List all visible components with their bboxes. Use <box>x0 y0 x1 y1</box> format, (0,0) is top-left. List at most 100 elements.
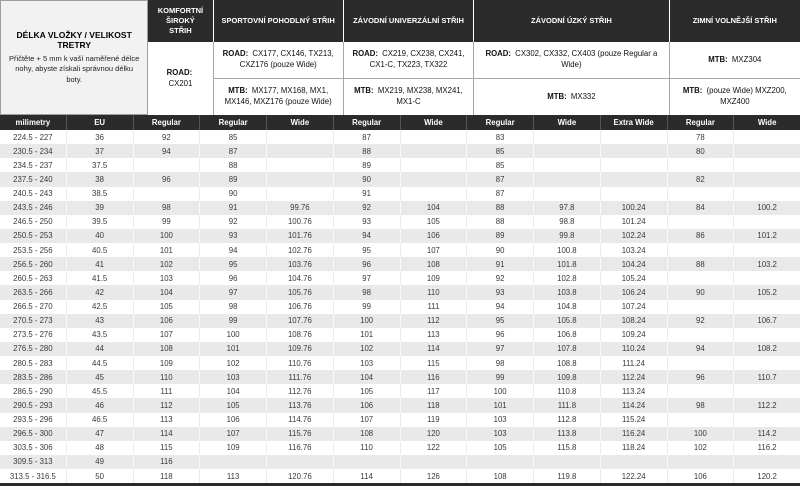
cell-width-mm: 115.24 <box>601 412 668 427</box>
table-row: 224.5 - 227 36 92 85 87 83 78 <box>0 130 800 145</box>
cell-width-mm <box>668 158 735 173</box>
cell-width-mm: 104 <box>401 200 468 215</box>
fit-groups: KOMFORTNÍ ŠIROKÝ STŘIH ROAD: CX201 SPORTOV… <box>148 0 800 115</box>
fit-group-1: SPORTOVNÍ POHODLNÝ STŘIH ROAD: CX177, CX1… <box>213 0 344 115</box>
cell-width-mm: 107.76 <box>267 313 334 328</box>
cell-width-mm: 108 <box>134 341 201 356</box>
cell-milimetry: 253.5 - 256 <box>0 243 67 258</box>
cell-width-mm: 106 <box>134 313 201 328</box>
cell-width-mm <box>734 130 800 144</box>
cell-width-mm: 106.76 <box>267 299 334 314</box>
cell-width-mm: 87 <box>200 144 267 159</box>
cell-width-mm: 105 <box>467 440 534 455</box>
cell-width-mm: 111.24 <box>601 356 668 371</box>
cell-eu: 39.5 <box>67 214 134 229</box>
cell-width-mm: 100.76 <box>267 214 334 229</box>
column-header-wide: Wide <box>267 115 334 130</box>
info-panel-title: DÉLKA VLOŽKY / VELIKOST TRETRY <box>16 30 132 51</box>
cell-width-mm <box>734 172 800 186</box>
cell-width-mm: 92 <box>134 130 201 145</box>
cell-width-mm: 103 <box>134 271 201 286</box>
cell-width-mm: 122 <box>401 440 468 455</box>
cell-width-mm: 109.8 <box>534 370 601 385</box>
model-list-cell: MTB: MX219, MX238, MX241, MX1-C <box>343 79 475 115</box>
table-row: 246.5 - 250 39.5 99 92 100.76 93 105 88 98.8 101.… <box>0 214 800 229</box>
cell-width-mm <box>668 384 735 399</box>
cell-milimetry: 293.5 - 296 <box>0 412 67 427</box>
cell-width-mm: 97 <box>467 341 534 356</box>
cell-width-mm: 107 <box>334 412 401 427</box>
table-row: 250.5 - 253 40 100 93 101.76 94 106 89 99.8 102.2… <box>0 228 800 243</box>
cell-milimetry: 237.5 - 240 <box>0 172 67 187</box>
cell-width-mm: 94 <box>134 144 201 159</box>
cell-width-mm <box>401 454 468 469</box>
cell-width-mm: 99 <box>200 313 267 328</box>
cell-width-mm: 104.76 <box>267 271 334 286</box>
cell-width-mm: 106 <box>200 412 267 427</box>
cell-width-mm: 96 <box>200 271 267 286</box>
cell-width-mm <box>734 455 800 469</box>
cell-width-mm: 96 <box>334 257 401 272</box>
model-list-cell: ROAD: CX177, CX146, TX213, CXZ176 (pouze… <box>213 42 344 79</box>
cell-width-mm: 99.76 <box>267 200 334 215</box>
table-row: 303.5 - 306 48 115 109 116.76 110 122 105 115.8 1… <box>0 440 800 455</box>
cell-eu: 38.5 <box>67 186 134 201</box>
cell-width-mm: 101 <box>200 341 267 356</box>
cell-eu: 50 <box>67 469 134 484</box>
cell-width-mm: 113 <box>401 327 468 342</box>
cell-width-mm: 84 <box>668 200 735 215</box>
cell-milimetry: 273.5 - 276 <box>0 327 67 342</box>
fit-group-2: ZÁVODNÍ UNIVERZÁLNÍ STŘIH ROAD: CX219, CX… <box>343 0 475 115</box>
cell-width-mm: 118 <box>401 398 468 413</box>
cell-width-mm: 120.2 <box>757 471 777 481</box>
cell-width-mm: 102.76 <box>267 243 334 258</box>
cell-width-mm: 126 <box>401 469 468 484</box>
column-header-regular: Regular <box>134 115 201 130</box>
cell-width-mm: 105 <box>200 398 267 413</box>
cell-width-mm <box>601 454 668 469</box>
cell-width-mm: 100.2 <box>757 203 777 213</box>
cell-width-mm: 103 <box>467 412 534 427</box>
cell-width-mm: 114 <box>401 341 468 356</box>
cell-width-mm: 115.8 <box>534 440 601 455</box>
info-panel-subtitle: Přičtěte + 5 mm k vaší naměřené délce no… <box>9 54 140 84</box>
cell-width-mm <box>267 158 334 173</box>
cell-width-mm: 106 <box>401 228 468 243</box>
cell-milimetry: 240.5 - 243 <box>0 186 67 201</box>
cell-width-mm: 104 <box>200 384 267 399</box>
cell-width-mm: 100 <box>200 327 267 342</box>
cell-eu: 44 <box>67 341 134 356</box>
table-row: 270.5 - 273 43 106 99 107.76 100 112 95 105.8 108… <box>0 313 800 328</box>
cell-eu: 39 <box>67 200 134 215</box>
cell-width-mm: 111 <box>401 299 468 314</box>
cell-width-mm: 116.2 <box>757 443 777 453</box>
model-type-label: ROAD: <box>485 49 512 59</box>
cell-eu: 43 <box>67 313 134 328</box>
cell-width-mm: 112 <box>134 398 201 413</box>
cell-width-mm: 78 <box>668 130 735 145</box>
cell-milimetry: 243.5 - 246 <box>0 200 67 215</box>
cell-milimetry: 266.5 - 270 <box>0 299 67 314</box>
cell-milimetry: 250.5 - 253 <box>0 228 67 243</box>
cell-width-mm: 98.8 <box>534 214 601 229</box>
table-row: 273.5 - 276 43.5 107 100 108.76 101 113 96 106.8… <box>0 327 800 342</box>
cell-width-mm <box>734 356 800 370</box>
cell-width-mm: 101 <box>134 243 201 258</box>
cell-width-mm: 96 <box>668 370 735 385</box>
cell-width-mm: 106.8 <box>534 327 601 342</box>
cell-width-mm: 90 <box>200 186 267 201</box>
cell-width-mm: 113.24 <box>601 384 668 399</box>
bottom-bar <box>0 483 800 486</box>
cell-width-mm <box>534 454 601 469</box>
cell-width-mm: 110.24 <box>601 341 668 356</box>
cell-width-mm: 111.8 <box>534 398 601 413</box>
cell-eu: 37 <box>67 144 134 159</box>
column-header-eu: EU <box>67 115 134 130</box>
cell-width-mm: 88 <box>467 200 534 215</box>
cell-width-mm: 119 <box>401 412 468 427</box>
cell-eu: 40 <box>67 228 134 243</box>
cell-width-mm: 88 <box>668 257 735 272</box>
cell-width-mm: 119.8 <box>534 469 601 484</box>
cell-width-mm: 107 <box>200 426 267 441</box>
cell-width-mm: 105 <box>134 299 201 314</box>
